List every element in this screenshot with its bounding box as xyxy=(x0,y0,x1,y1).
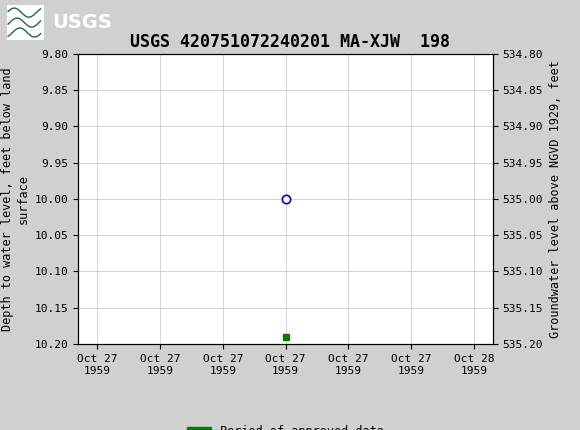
Y-axis label: Groundwater level above NGVD 1929, feet: Groundwater level above NGVD 1929, feet xyxy=(549,60,562,338)
Text: USGS 420751072240201 MA-XJW  198: USGS 420751072240201 MA-XJW 198 xyxy=(130,33,450,51)
Text: USGS: USGS xyxy=(52,13,112,32)
Legend: Period of approved data: Period of approved data xyxy=(183,420,389,430)
Bar xyxy=(7,6,44,40)
Y-axis label: Depth to water level, feet below land
surface: Depth to water level, feet below land su… xyxy=(1,67,29,331)
